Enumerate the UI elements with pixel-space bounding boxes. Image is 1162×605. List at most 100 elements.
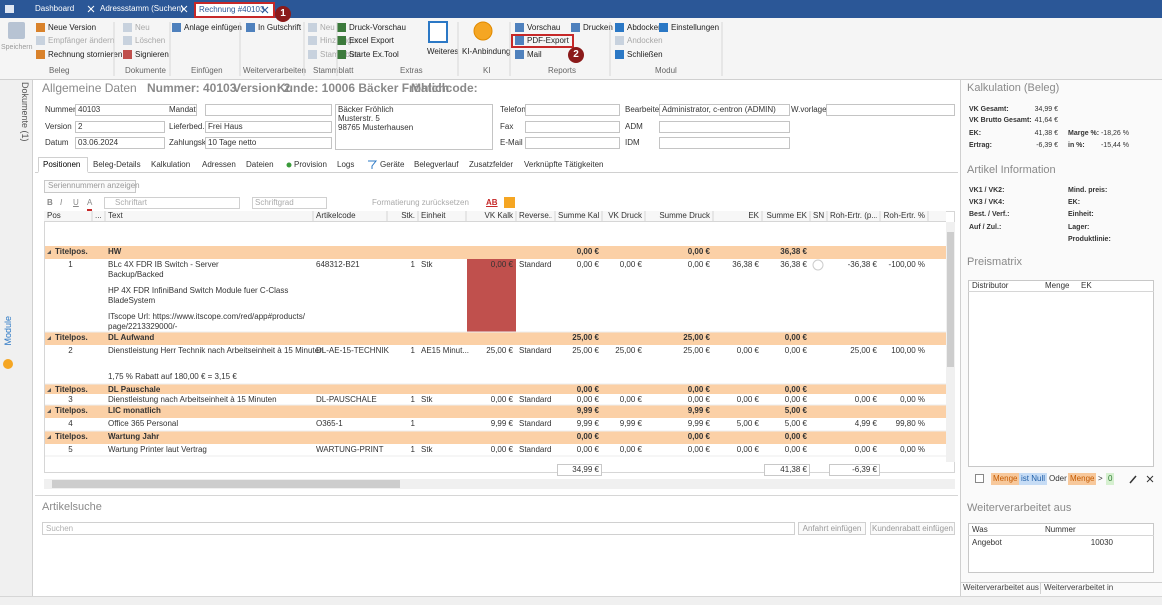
ribbon-button[interactable]: Einstellungen	[671, 22, 719, 34]
ribbon-button[interactable]: Anlage einfügen	[184, 22, 242, 34]
doc-tab[interactable]: Logs	[337, 159, 354, 171]
ribbon-button[interactable]: In Gutschrift	[258, 22, 301, 34]
input[interactable]	[659, 137, 790, 149]
ribbon-button[interactable]: Excel Export	[349, 35, 394, 47]
ribbon-button[interactable]: Druck-Vorschau	[349, 22, 406, 34]
grid-cell: Standard	[519, 418, 552, 430]
ribbon-button[interactable]: Abdocken	[627, 22, 663, 34]
row-title: LIC monatlich	[108, 405, 161, 417]
filter-checkbox[interactable]	[975, 474, 984, 483]
doc-tab[interactable]: Beleg-Details	[93, 159, 141, 171]
item-text: page/2213329000/-	[108, 321, 177, 333]
grid-cell: 36,38 €	[716, 259, 759, 271]
ribbon-button[interactable]: Löschen	[135, 35, 165, 47]
column-header: Stk.	[390, 210, 415, 222]
column-header: Text	[108, 210, 310, 222]
input[interactable]	[525, 121, 620, 133]
filter-token[interactable]: 0	[1106, 473, 1114, 485]
info-label: Mind. preis:	[1068, 185, 1107, 197]
info-label: Best. / Verf.:	[969, 209, 1009, 221]
filter-token[interactable]: >	[1096, 473, 1105, 485]
grid-cell: -36,38 €	[830, 259, 877, 271]
item-text: Office 365 Personal	[108, 418, 178, 430]
ribbon-button[interactable]: Signieren	[135, 49, 169, 61]
grid-cell: 0,00 €	[605, 444, 642, 456]
ribbon-button[interactable]: Neu	[320, 22, 335, 34]
ribbon-button[interactable]: Speichern	[1, 42, 33, 54]
ribbon-button[interactable]: Drucken	[583, 22, 613, 34]
doc-tab[interactable]: Zusatzfelder	[469, 159, 513, 171]
doc-tab[interactable]: Dateien	[246, 159, 274, 171]
doc-tab[interactable]: Kalkulation	[151, 159, 190, 171]
toolbar-icon[interactable]	[504, 197, 515, 208]
doc-tab[interactable]: Geräte	[380, 159, 404, 171]
ribbon-icon	[308, 50, 317, 59]
tab-active[interactable]: Rechnung #40103	[199, 4, 264, 16]
format-button[interactable]: U	[73, 197, 79, 209]
ribbon-button[interactable]: Empfänger ändern	[48, 35, 114, 47]
sidebar-tab[interactable]: Dokumente (1)	[19, 82, 31, 142]
filter-token[interactable]: Menge	[991, 473, 1019, 485]
row-title: DL Aufwand	[108, 332, 154, 344]
column-header: Menge	[1045, 280, 1069, 292]
tab[interactable]: Adressstamm (Suchen)	[100, 3, 184, 15]
ribbon-button[interactable]: Starte Ex.Tool	[349, 49, 399, 61]
format-button[interactable]: I	[60, 197, 62, 209]
ribbon-group-label: Beleg	[49, 65, 69, 77]
doc-tab[interactable]: Adressen	[202, 159, 236, 171]
format-button[interactable]: A	[87, 197, 92, 211]
item-text: Backup/Backed	[108, 269, 164, 281]
input[interactable]	[75, 121, 165, 133]
grid-cell: Stk	[421, 259, 463, 271]
filter-token[interactable]: ist Null	[1019, 473, 1047, 485]
input[interactable]	[525, 104, 620, 116]
grid-cell: 9,99 €	[469, 418, 513, 430]
button-label[interactable]: Kundenrabatt einfügen	[870, 523, 955, 535]
big-icon	[428, 21, 448, 43]
v-thumb[interactable]	[947, 232, 954, 367]
grid-cell: 9,99 €	[558, 405, 599, 417]
grid-cell: 5,00 €	[765, 418, 807, 430]
info-label: Lager:	[1068, 222, 1089, 234]
ribbon-button[interactable]: Rechnung stornieren	[48, 49, 122, 61]
column-header: EK	[1081, 280, 1092, 292]
format-button[interactable]: AB	[486, 197, 498, 209]
ribbon-button[interactable]: Andocken	[627, 35, 663, 47]
input[interactable]	[205, 104, 332, 116]
search-input[interactable]	[42, 522, 795, 535]
sidebar-tab[interactable]: Module	[2, 316, 14, 346]
ribbon-button[interactable]: Vorschau	[527, 22, 560, 34]
ribbon-group-label: Dokumente	[125, 65, 166, 77]
button-label[interactable]: Anfahrt einfügen	[798, 523, 866, 535]
filter-token[interactable]: Oder	[1047, 473, 1069, 485]
row-title: HW	[108, 246, 121, 258]
ribbon-button[interactable]: Neu	[135, 22, 150, 34]
doc-tab[interactable]: Verknüpfte Tätigkeiten	[524, 159, 603, 171]
row-label: Titelpos.	[55, 431, 88, 443]
ribbon-button[interactable]: Mail	[527, 49, 542, 61]
format-button[interactable]: B	[47, 197, 53, 209]
filter-token[interactable]: Menge	[1068, 473, 1096, 485]
input[interactable]	[659, 121, 790, 133]
column-header: Summe Druck	[648, 210, 710, 222]
field-label: Mandat	[169, 104, 196, 116]
ribbon-button[interactable]: Neue Version	[48, 22, 96, 34]
input[interactable]	[525, 137, 620, 149]
callout-number: 1	[273, 8, 293, 20]
ribbon-button[interactable]: KI-Anbindung	[462, 46, 510, 58]
grid-cell: Standard	[519, 444, 552, 456]
doc-tab[interactable]: Belegverlauf	[414, 159, 458, 171]
button-label[interactable]: Seriennummern anzeigen	[48, 180, 140, 192]
panel-tab[interactable]: Weiterverarbeitet aus	[963, 582, 1039, 594]
ribbon-button[interactable]: Weiteres	[427, 46, 458, 58]
format-button[interactable]: Formatierung zurücksetzen	[372, 197, 469, 209]
grid-cell: 25,00 €	[830, 345, 877, 357]
h-thumb[interactable]	[52, 480, 400, 488]
doc-tab[interactable]: Positionen	[43, 159, 80, 171]
tab[interactable]: Dashboard	[35, 3, 74, 15]
doc-tab[interactable]: Provision	[294, 159, 327, 171]
calc-value: -15,44 %	[979, 140, 1129, 152]
panel-tab[interactable]: Weiterverarbeitet in	[1040, 582, 1113, 594]
ribbon-button[interactable]: Schließen	[627, 49, 663, 61]
grid-cell: 648312-B21	[316, 259, 384, 271]
